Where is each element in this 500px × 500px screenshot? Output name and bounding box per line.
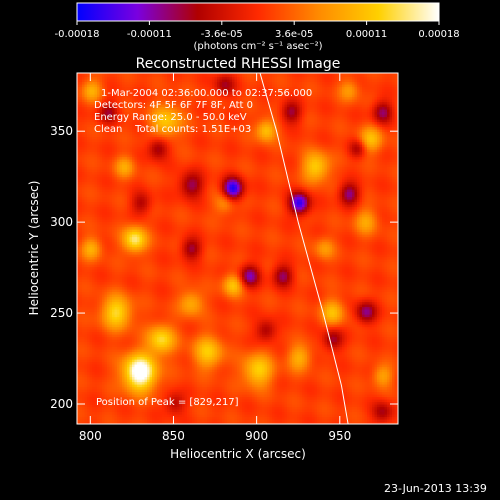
footer-date: 23-Jun-2013 13:39 bbox=[384, 482, 487, 495]
colorbar-label: (photons cm⁻² s⁻¹ asec⁻²) bbox=[193, 41, 322, 52]
annotation-energy: Energy Range: 25.0 - 50.0 keV bbox=[94, 112, 247, 123]
x-tick-label: 800 bbox=[79, 429, 102, 443]
solar-limb-curve bbox=[259, 72, 349, 425]
peak-position-label: Position of Peak = [829,217] bbox=[96, 397, 239, 408]
colorbar-tick-label: -3.6e-05 bbox=[201, 29, 243, 40]
x-tick-label: 950 bbox=[328, 429, 351, 443]
y-tick-label: 200 bbox=[50, 397, 73, 411]
x-axis-label: Heliocentric X (arcsec) bbox=[170, 447, 306, 461]
y-tick-label: 250 bbox=[50, 306, 73, 320]
colorbar-tick-label: -0.00011 bbox=[127, 29, 172, 40]
x-tick-label: 850 bbox=[162, 429, 185, 443]
chart-title: Reconstructed RHESSI Image bbox=[136, 56, 341, 72]
annotation-detectors: Detectors: 4F 5F 6F 7F 8F, Att 0 bbox=[94, 100, 254, 111]
colorbar-ticks: -0.00018 -0.00011 -3.6e-05 3.6e-05 0.00011 0.… bbox=[55, 21, 460, 40]
heatmap-image bbox=[77, 73, 398, 424]
annotation-counts: Clean Total counts: 1.51E+03 bbox=[94, 124, 252, 135]
plot-frame bbox=[76, 72, 399, 425]
y-axis: 200 250 300 350 bbox=[50, 124, 398, 411]
y-axis-label: Heliocentric Y (arcsec) bbox=[27, 181, 41, 316]
colorbar bbox=[76, 2, 440, 22]
colorbar-tick-label: 0.00018 bbox=[418, 29, 459, 40]
x-tick-label: 900 bbox=[245, 429, 268, 443]
y-tick-label: 300 bbox=[50, 215, 73, 229]
x-axis: 800 850 900 950 bbox=[79, 73, 351, 443]
colorbar-tick-label: 0.00011 bbox=[346, 29, 387, 40]
y-tick-label: 350 bbox=[50, 124, 73, 138]
colorbar-tick-label: -0.00018 bbox=[55, 29, 100, 40]
annotation-time: 1-Mar-2004 02:36:00.000 to 02:37:56.000 bbox=[101, 88, 313, 99]
colorbar-tick-label: 3.6e-05 bbox=[275, 29, 313, 40]
